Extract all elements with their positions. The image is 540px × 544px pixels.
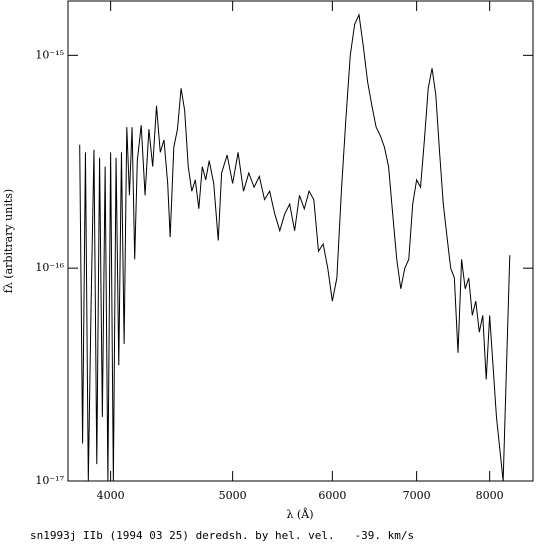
x-tick-label: 8000 [476, 489, 504, 502]
x-axis-label: λ (Å) [287, 507, 314, 521]
y-tick-label: 10⁻¹⁶ [35, 261, 64, 274]
x-tick-label: 6000 [318, 489, 346, 502]
y-tick-label: 10⁻¹⁷ [35, 474, 64, 487]
caption: sn1993j IIb (1994 03 25) deredsh. by hel… [30, 529, 414, 542]
spectrum-line [79, 13, 511, 481]
x-tick-label: 5000 [219, 489, 247, 502]
y-axis-label: fλ (arbitrary units) [2, 189, 15, 293]
y-tick-label: 10⁻¹⁵ [35, 48, 64, 61]
plot-frame [67, 0, 534, 482]
x-tick-label: 4000 [97, 489, 125, 502]
x-tick-label: 7000 [403, 489, 431, 502]
